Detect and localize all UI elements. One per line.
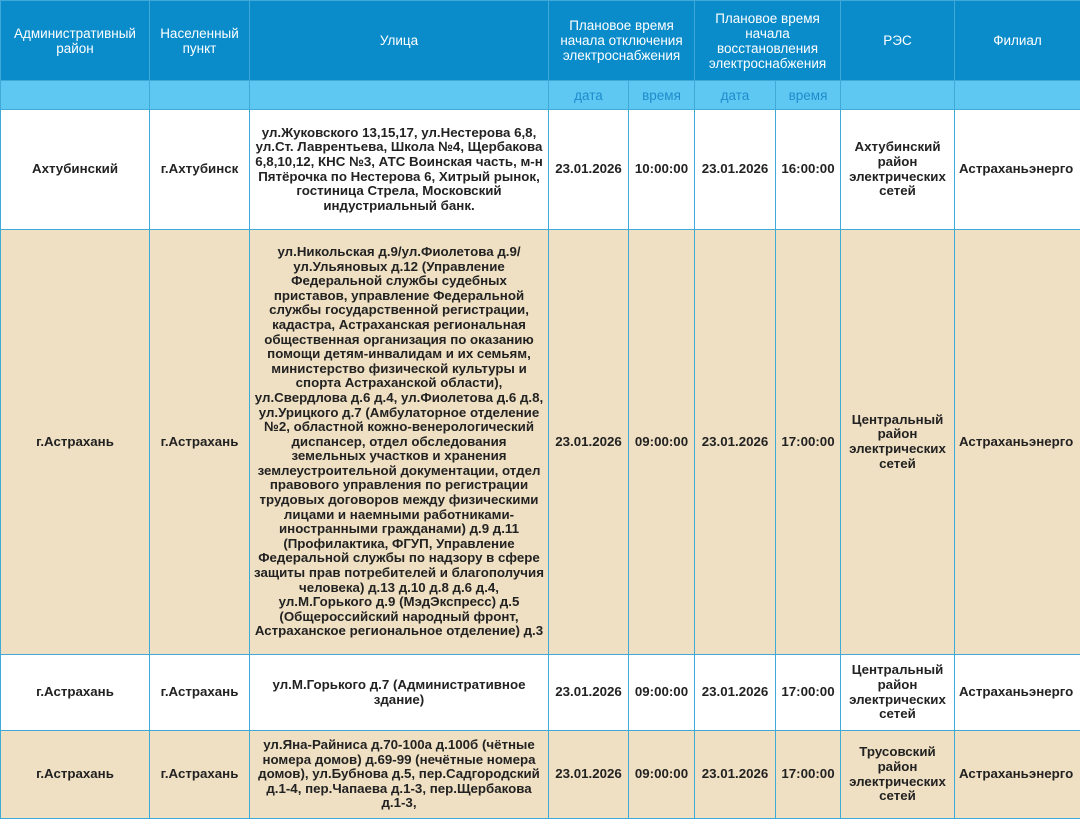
off-time-cell: 09:00:00 (628, 654, 695, 731)
locality-cell: г.Ахтубинск (149, 109, 250, 230)
locality-cell: г.Астрахань (149, 229, 250, 655)
table-row: г.Астрахань г.Астрахань ул.М.Горького д.… (0, 654, 1080, 731)
on-time-cell: 17:00:00 (775, 654, 841, 731)
col-planned-off: Плановое время начала отключения электро… (548, 0, 695, 81)
col-branch: Филиал (954, 0, 1080, 81)
table-row: Ахтубинский г.Ахтубинск ул.Жуковского 13… (0, 109, 1080, 230)
col-locality: Населенный пункт (149, 0, 250, 81)
res-cell: Центральный район электрических сетей (840, 229, 955, 655)
sub-empty (149, 80, 250, 110)
col-admin-district: Административный район (0, 0, 150, 81)
district-cell: г.Астрахань (0, 229, 150, 655)
on-date-cell: 23.01.2026 (694, 730, 776, 819)
col-street: Улица (249, 0, 549, 81)
col-res: РЭС (840, 0, 955, 81)
header-row: Административный район Населенный пункт … (0, 0, 1080, 81)
sub-empty (0, 80, 150, 110)
res-cell: Ахтубинский район электрических сетей (840, 109, 955, 230)
street-cell: ул.М.Горького д.7 (Административное здан… (249, 654, 549, 731)
street-cell: ул.Яна-Райниса д.70-100а д.100б (чётные … (249, 730, 549, 819)
on-date-cell: 23.01.2026 (694, 229, 776, 655)
off-date-cell: 23.01.2026 (548, 654, 629, 731)
table-row: г.Астрахань г.Астрахань ул.Яна-Райниса д… (0, 730, 1080, 819)
sub-empty (840, 80, 955, 110)
col-planned-on: Плановое время начала восстановления эле… (694, 0, 841, 81)
sub-empty (954, 80, 1080, 110)
table-row: г.Астрахань г.Астрахань ул.Никольская д.… (0, 229, 1080, 655)
sub-on-date: дата (694, 80, 776, 110)
on-date-cell: 23.01.2026 (694, 654, 776, 731)
district-cell: г.Астрахань (0, 730, 150, 819)
res-cell: Центральный район электрических сетей (840, 654, 955, 731)
street-cell: ул.Жуковского 13,15,17, ул.Нестерова 6,8… (249, 109, 549, 230)
street-cell: ул.Никольская д.9/ул.Фиолетова д.9/ ул.У… (249, 229, 549, 655)
res-cell: Трусовский район электрических сетей (840, 730, 955, 819)
sub-off-date: дата (548, 80, 629, 110)
sub-on-time: время (775, 80, 841, 110)
locality-cell: г.Астрахань (149, 730, 250, 819)
off-date-cell: 23.01.2026 (548, 229, 629, 655)
on-time-cell: 17:00:00 (775, 730, 841, 819)
district-cell: г.Астрахань (0, 654, 150, 731)
locality-cell: г.Астрахань (149, 654, 250, 731)
off-date-cell: 23.01.2026 (548, 109, 629, 230)
sub-off-time: время (628, 80, 695, 110)
off-time-cell: 09:00:00 (628, 730, 695, 819)
branch-cell: Астраханьэнерго (954, 730, 1080, 819)
on-date-cell: 23.01.2026 (694, 109, 776, 230)
on-time-cell: 16:00:00 (775, 109, 841, 230)
district-cell: Ахтубинский (0, 109, 150, 230)
subheader-row: дата время дата время (0, 80, 1080, 110)
branch-cell: Астраханьэнерго (954, 109, 1080, 230)
off-time-cell: 10:00:00 (628, 109, 695, 230)
branch-cell: Астраханьэнерго (954, 229, 1080, 655)
off-time-cell: 09:00:00 (628, 229, 695, 655)
off-date-cell: 23.01.2026 (548, 730, 629, 819)
branch-cell: Астраханьэнерго (954, 654, 1080, 731)
on-time-cell: 17:00:00 (775, 229, 841, 655)
sub-empty (249, 80, 549, 110)
